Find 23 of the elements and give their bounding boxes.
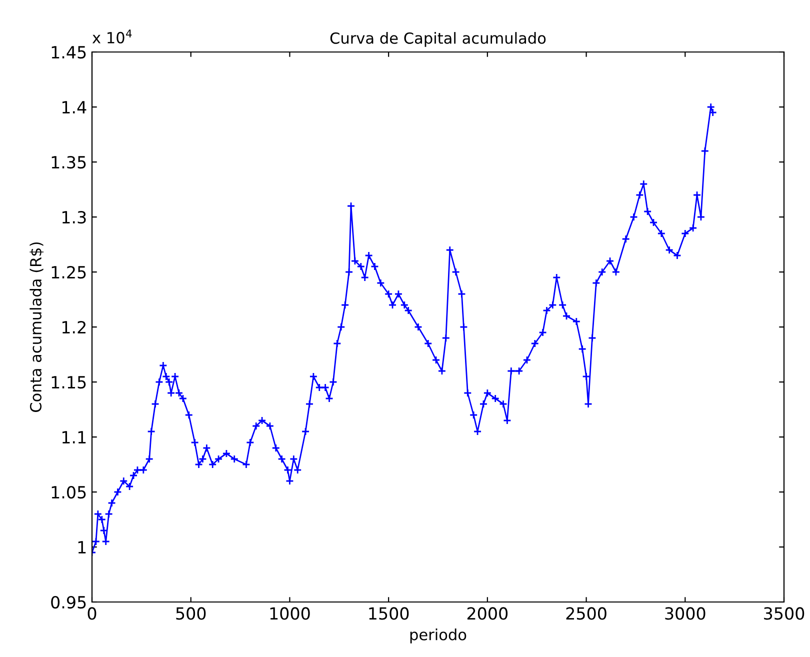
y-tick-label: 1.05 <box>52 486 86 499</box>
x-tick-label: 3000 <box>665 607 706 620</box>
y-tick-label: 1.45 <box>52 46 86 59</box>
x-tick-label: 1500 <box>369 607 409 620</box>
y-tick-label: 1 <box>78 541 86 554</box>
x-tick-label: 2000 <box>467 607 508 620</box>
y-axis-title: Conta acumulada (R$) <box>30 242 44 412</box>
text: x 10$^{4}$ <box>92 30 132 44</box>
x-tick-label: 0 <box>88 607 96 620</box>
y-tick-label: 1.1 <box>62 431 86 444</box>
y-tick-label: 1.15 <box>52 376 86 389</box>
x-tick-label: 500 <box>176 607 206 620</box>
y-tick-label: 1.3 <box>62 210 86 224</box>
x-tick-label: 2500 <box>566 607 606 620</box>
chart-title: Curva de Capital acumulado <box>330 32 546 47</box>
y-tick-label: 1.35 <box>52 156 86 169</box>
y-tick-label: 0.95 <box>51 596 86 609</box>
x-tick-label: 1000 <box>270 607 310 620</box>
x-axis-title: periodo <box>410 628 466 644</box>
x-tick-label: 3500 <box>764 607 804 620</box>
y-tick-label: 1.25 <box>52 266 86 279</box>
y-tick-label: 1.4 <box>62 101 86 114</box>
y-tick-label: 1.2 <box>62 320 86 334</box>
